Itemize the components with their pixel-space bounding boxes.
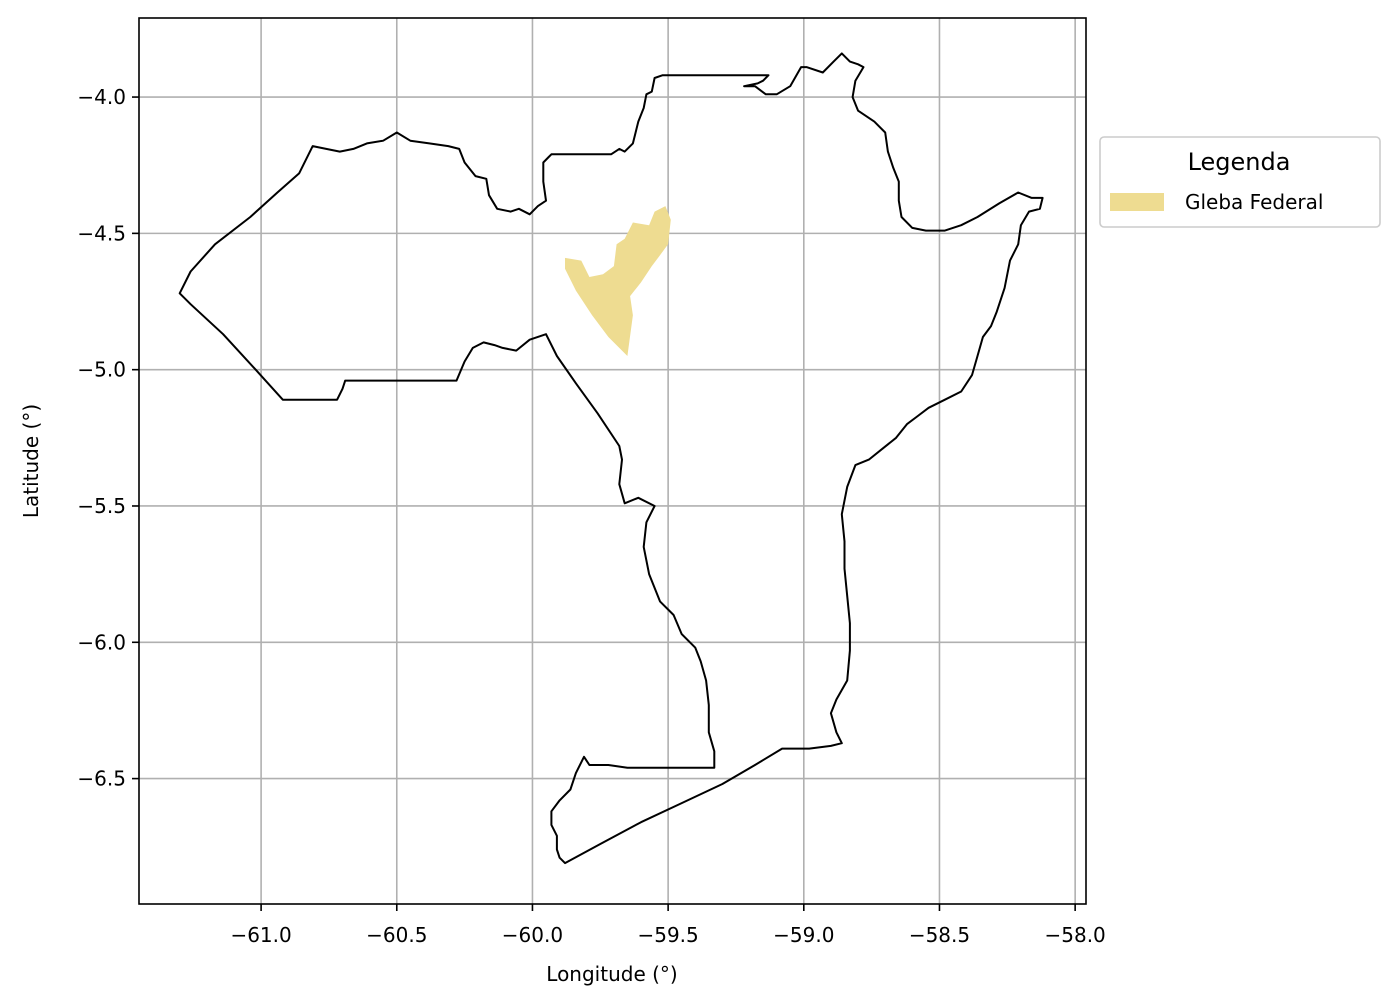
y-axis-label: Latitude (°) — [19, 404, 43, 518]
legend-box — [1099, 136, 1381, 228]
x-tick-label-5: −58.5 — [909, 923, 970, 947]
plot-frame — [138, 17, 1087, 905]
municipality-boundary — [178, 52, 1044, 865]
legend-label-gleba-federal: Gleba Federal — [1185, 190, 1323, 214]
y-axis: −4.0 −4.5 −5.0 −5.5 −6.0 −6.5 — [77, 85, 139, 791]
y-tick-label-5: −6.5 — [77, 767, 126, 791]
x-axis-label: Longitude (°) — [546, 962, 677, 986]
y-tick-label-0: −4.0 — [77, 85, 126, 109]
y-tick-label-4: −6.0 — [77, 630, 126, 654]
x-tick-label-3: −59.5 — [637, 923, 698, 947]
x-tick-label-4: −59.0 — [773, 923, 834, 947]
x-tick-label-1: −60.5 — [366, 923, 427, 947]
x-tick-label-6: −58.0 — [1044, 923, 1105, 947]
legend: Legenda Gleba Federal — [1099, 136, 1381, 228]
legend-title: Legenda — [1188, 148, 1291, 176]
grid — [139, 18, 1086, 904]
x-tick-label-2: −60.0 — [502, 923, 563, 947]
x-tick-label-0: −61.0 — [230, 923, 291, 947]
y-tick-label-3: −5.5 — [77, 494, 126, 518]
y-tick-label-1: −4.5 — [77, 221, 126, 245]
map-regions — [178, 52, 1044, 865]
legend-swatch-gleba-federal — [1110, 193, 1164, 211]
y-tick-label-2: −5.0 — [77, 358, 126, 382]
gleba-federal-area — [565, 206, 671, 356]
x-axis: −61.0 −60.5 −60.0 −59.5 −59.0 −58.5 −58.0 — [230, 904, 1106, 947]
